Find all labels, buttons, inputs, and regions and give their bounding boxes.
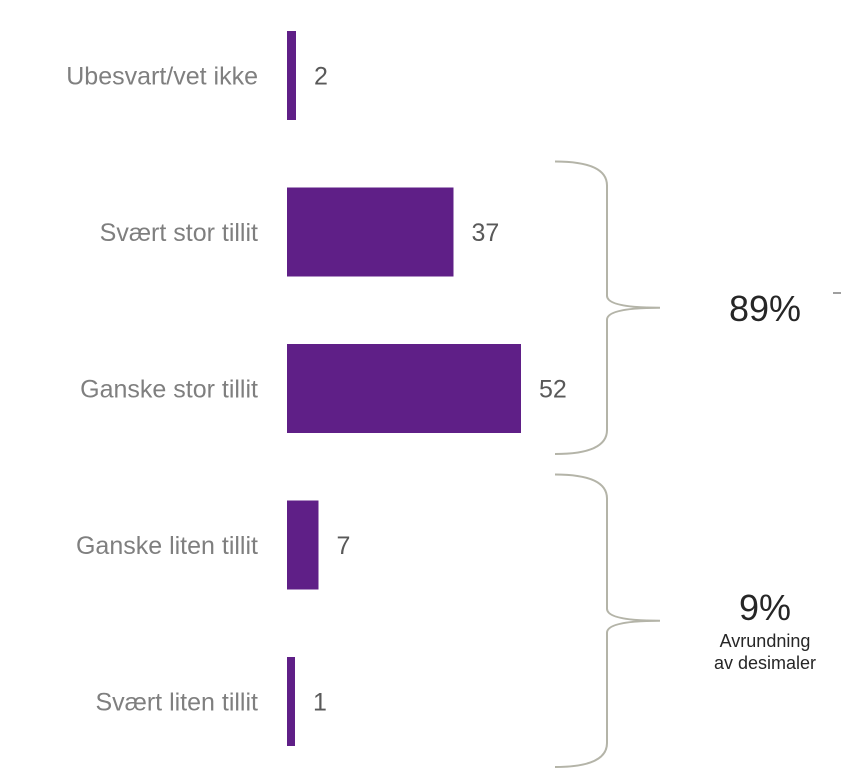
- bar-1: [287, 187, 454, 277]
- value-label-2: 52: [539, 376, 567, 404]
- bar-2: [287, 344, 521, 433]
- category-label-1: Svært stor tillit: [100, 219, 258, 247]
- group-note-1-1: av desimaler: [714, 653, 816, 673]
- category-label-3: Ganske liten tillit: [76, 532, 258, 560]
- value-label-4: 1: [313, 689, 327, 717]
- bar-0: [287, 31, 296, 120]
- value-label-3: 7: [337, 532, 351, 560]
- brace-1: [554, 473, 661, 768]
- category-label-4: Svært liten tillit: [95, 689, 258, 717]
- bars: [287, 31, 521, 746]
- group-percent-1: 9%: [739, 587, 791, 628]
- value-label-1: 37: [472, 219, 500, 247]
- value-label-0: 2: [314, 63, 328, 91]
- bar-3: [287, 500, 319, 590]
- category-label-0: Ubesvart/vet ikke: [66, 63, 258, 91]
- value-labels: 2 37 52 7 1: [313, 63, 567, 717]
- brace-0: [554, 160, 661, 455]
- category-labels: Ubesvart/vet ikke Svært stor tillit Ganske…: [66, 63, 258, 717]
- category-label-2: Ganske stor tillit: [80, 376, 258, 404]
- bar-4: [287, 657, 295, 746]
- group-percent-0: 89%: [729, 288, 801, 329]
- group-note-1-0: Avrundning: [720, 631, 811, 651]
